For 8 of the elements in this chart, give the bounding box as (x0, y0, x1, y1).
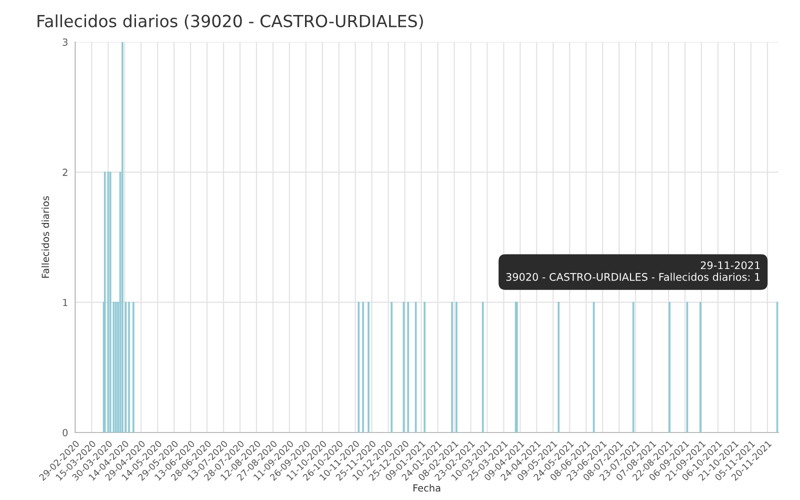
y-tick-label: 2 (62, 168, 68, 176)
y-tick-label: 3 (62, 38, 68, 46)
x-axis-title: Fecha (414, 484, 440, 492)
y-axis-title: Fallecidos diarios (42, 196, 50, 278)
annotation: 29-11-2021 39020 - CASTRO-URDIALES - Fallecidos diarios: 1 (506, 261, 760, 281)
y-tick-label: 1 (63, 298, 68, 306)
chart-title: Fallecidos diarios (39020 - CASTRO-URDIALES) (38, 14, 423, 30)
y-tick-label: 0 (62, 428, 68, 436)
